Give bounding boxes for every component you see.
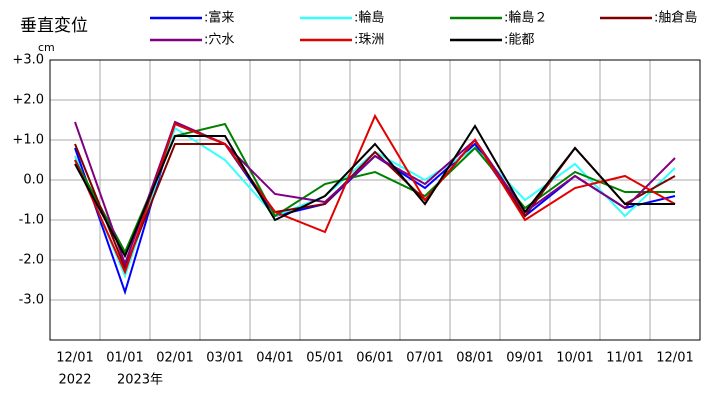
x-tick-label: 05/01 [306, 351, 343, 366]
series-line [74, 113, 676, 275]
legend-label: :輪島 [354, 10, 384, 26]
y-tick-label: +2.0 [12, 93, 44, 108]
x-tick-label: 09/01 [506, 351, 543, 366]
x-tick-label: 04/01 [256, 351, 293, 366]
y-unit: cm [38, 41, 55, 54]
x-tick-label: 02/01 [156, 351, 193, 366]
legend-label: :穴水 [204, 33, 234, 48]
legend-label: :舳倉島 [654, 11, 697, 26]
year-label: 2023年 [117, 373, 163, 388]
y-tick-label: +3.0 [12, 53, 44, 68]
y-tick-label: -1.0 [19, 213, 44, 228]
y-tick-label: 0.0 [23, 173, 44, 188]
y-tick-label: +1.0 [12, 133, 44, 148]
x-tick-label: 06/01 [356, 351, 393, 366]
x-tick-label: 03/01 [206, 351, 243, 366]
series-line [74, 120, 676, 268]
series-line [74, 124, 675, 259]
y-tick-label: -3.0 [19, 293, 44, 308]
plot-frame [49, 59, 701, 341]
y-tick-label: -2.0 [19, 253, 44, 268]
x-tick-label: 08/01 [456, 351, 493, 366]
x-tick-label: 12/01 [656, 351, 693, 366]
x-tick-label: 12/01 [56, 351, 93, 366]
legend-label: :能都 [504, 33, 534, 48]
legend-label: :珠洲 [354, 33, 384, 48]
x-tick-label: 10/01 [556, 351, 593, 366]
x-tick-label: 07/01 [406, 351, 443, 366]
chart-title: 垂直変位 [20, 16, 88, 36]
legend-label: :輪島２ [504, 10, 547, 26]
x-tick-label: 01/01 [106, 351, 143, 366]
year-label: 2022 [58, 373, 91, 388]
x-tick-label: 11/01 [606, 351, 643, 366]
legend-label: :富来 [204, 10, 234, 26]
